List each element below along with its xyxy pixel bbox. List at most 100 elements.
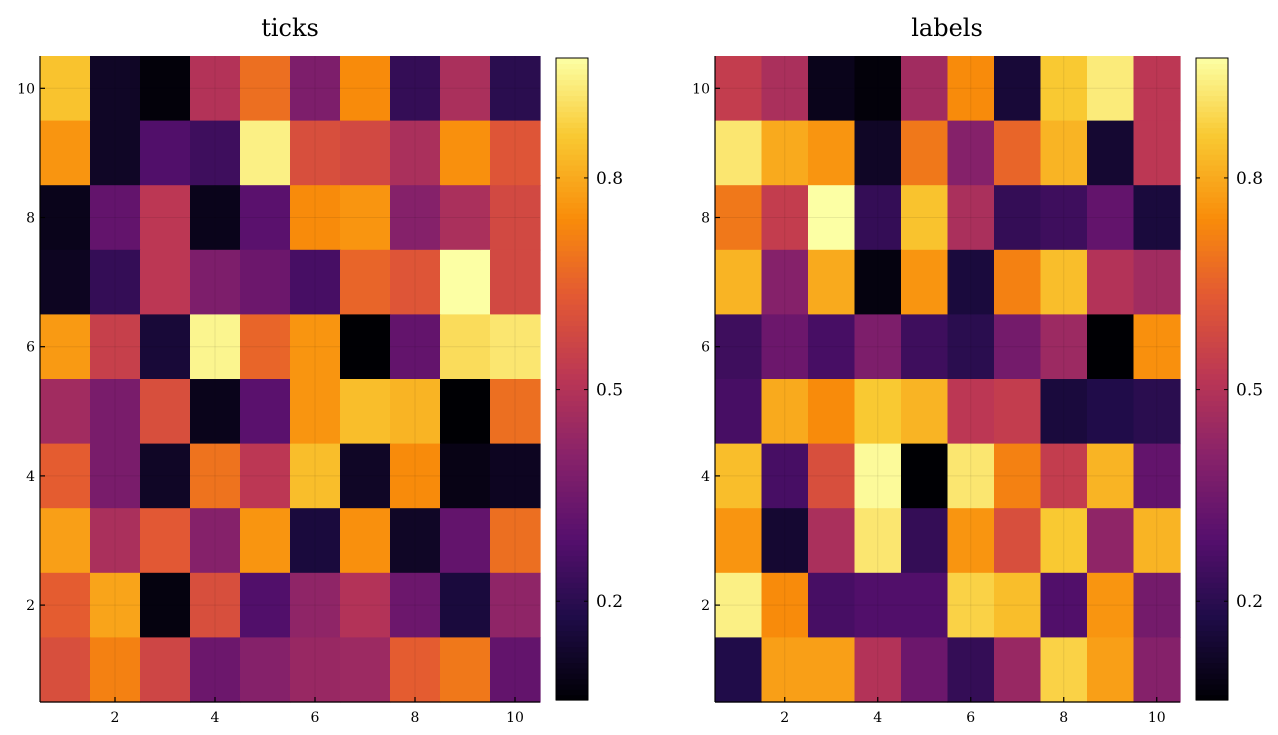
colorbar-segment [1196,544,1228,551]
colorbar-segment [556,111,588,118]
colorbar-tick-label: 0.2 [1236,592,1263,612]
colorbar-segment [556,598,588,605]
colorbar-segment [556,389,588,396]
colorbar-segment [1196,320,1228,327]
colorbar-segment [556,266,588,273]
colorbar-tick-label: 0.2 [596,592,623,612]
heatmap-cell [715,379,763,445]
colorbar-segment [1196,641,1228,648]
colorbar-segment [1196,614,1228,621]
heatmap-cell [808,314,856,380]
colorbar-segment [556,555,588,562]
colorbar-segment [1196,95,1228,102]
colorbar-segment [1196,116,1228,123]
heatmap-cell [808,572,856,638]
heatmap-cell [1040,249,1088,315]
heatmap-cell [1087,120,1135,186]
colorbar-segment [1196,122,1228,129]
heatmap-cell [715,314,763,380]
heatmap-cell [390,572,441,638]
colorbar-segment [1196,384,1228,391]
heatmap-cell [1087,249,1135,315]
heatmap-cell [90,314,141,380]
colorbar-segment [1196,191,1228,198]
heatmap-cell [190,120,241,186]
heatmap-cells [40,56,541,703]
colorbar-segment [556,464,588,471]
colorbar-segment [556,560,588,567]
heatmap-cell [901,56,949,122]
colorbar-segment [556,132,588,139]
heatmap-cell [140,379,191,445]
heatmap-cell [290,185,341,251]
heatmap-cell [440,314,491,380]
colorbar-tick-label: 0.8 [1236,169,1263,189]
colorbar-segment [556,250,588,257]
colorbar-segment [556,159,588,166]
heatmap-cell [994,56,1042,122]
colorbar-segment [556,197,588,204]
colorbar-segment [556,298,588,305]
heatmap-cell [715,56,763,122]
colorbar-segment [1196,694,1228,701]
y-ticks: 2 4 6 8 10 [17,81,45,614]
colorbar-segment [1196,84,1228,91]
x-tick-label: 6 [966,710,975,726]
colorbar-segment [556,518,588,525]
y-tick-label: 2 [701,598,710,614]
heatmap-cell [901,379,949,445]
gridlines [715,56,1180,702]
colorbar-segment [1196,598,1228,605]
colorbar-segment [1196,213,1228,220]
colorbar-segment [556,571,588,578]
heatmap-cell [994,572,1042,638]
colorbar-segment [1196,389,1228,396]
colorbar-tick-label: 0.5 [1236,381,1263,401]
colorbar-segment [556,502,588,508]
heatmap-cell [1133,314,1181,380]
colorbar-segment [1196,288,1228,294]
colorbar-tick-label: 0.8 [596,169,623,189]
heatmap-cell [40,443,91,509]
colorbar-segment [1196,304,1228,311]
heatmap-cell [854,572,902,638]
heatmap-cell [1040,572,1088,638]
heatmap-cell [1040,120,1088,186]
x-tick-label: 4 [873,710,882,726]
heatmap-cells [715,56,1181,703]
heatmap-cell [947,249,995,315]
heatmap-cell [1133,379,1181,445]
heatmap-cell [390,314,441,380]
heatmap-cell [40,637,91,703]
colorbar-segment [1196,587,1228,594]
colorbar-segment [1196,469,1228,476]
colorbar-segment [1196,74,1228,80]
heatmap-cell [390,185,441,251]
colorbar-segment [1196,673,1228,680]
colorbar-segment [1196,555,1228,562]
colorbar-segment [556,646,588,653]
heatmap-cell [340,443,391,509]
heatmap-cell [90,508,141,574]
colorbar-segment [1196,79,1228,86]
heatmap-cell [947,443,995,509]
heatmap-cell [240,508,291,574]
heatmap-cell [290,443,341,509]
colorbar-segment [1196,576,1228,583]
colorbar-segment [556,587,588,594]
colorbar-segment [556,175,588,182]
heatmap-cell [854,56,902,122]
heatmap-cell [947,185,995,251]
heatmap-cell [854,120,902,186]
colorbar-segment [556,582,588,589]
colorbar-segment [1196,250,1228,257]
x-tick-label: 6 [311,710,320,726]
colorbar-segment [1196,362,1228,369]
heatmap-cell [40,314,91,380]
colorbar-segment [556,432,588,439]
colorbar-segment [1196,496,1228,503]
heatmap-cell [1040,443,1088,509]
colorbar-segment [556,421,588,428]
colorbar-segment [1196,229,1228,236]
colorbar-segment [1196,218,1228,225]
